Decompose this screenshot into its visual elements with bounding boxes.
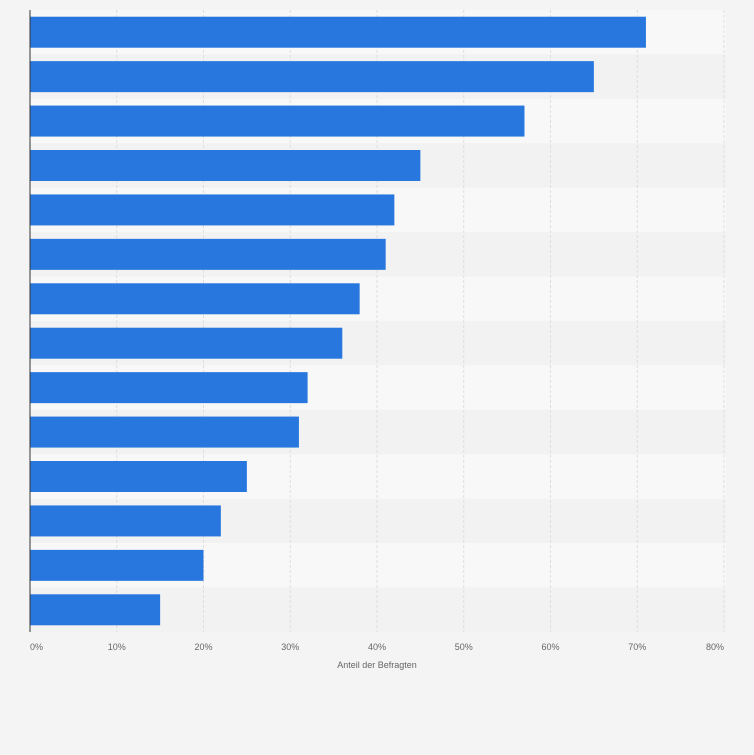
bar[interactable] (30, 416, 299, 448)
bar[interactable] (30, 327, 343, 359)
bar[interactable] (30, 238, 386, 270)
bar[interactable] (30, 594, 161, 626)
x-tick-label: 40% (368, 642, 386, 652)
bars (30, 16, 646, 626)
gridlines (116, 10, 725, 632)
x-tick-label: 70% (628, 642, 646, 652)
bar[interactable] (30, 372, 308, 404)
bar[interactable] (30, 105, 525, 137)
x-tick-label: 80% (706, 642, 724, 652)
x-tick-label: 10% (108, 642, 126, 652)
x-axis-title: Anteil der Befragten (337, 660, 417, 670)
bar[interactable] (30, 505, 221, 537)
x-tick-label: 60% (541, 642, 559, 652)
x-tick-label: 30% (281, 642, 299, 652)
bar[interactable] (30, 283, 360, 315)
row-bands (30, 10, 726, 632)
x-tick-label: 0% (30, 642, 43, 652)
bar[interactable] (30, 150, 421, 181)
bar[interactable] (30, 461, 247, 492)
bar[interactable] (30, 549, 204, 581)
bar[interactable] (30, 16, 646, 48)
x-tick-label: 50% (455, 642, 473, 652)
x-axis-ticks: 0% 10% 20% 30% 40% 50% 60% 70% 80% (30, 642, 724, 652)
bar[interactable] (30, 194, 395, 226)
bar[interactable] (30, 61, 594, 93)
x-tick-label: 20% (194, 642, 212, 652)
